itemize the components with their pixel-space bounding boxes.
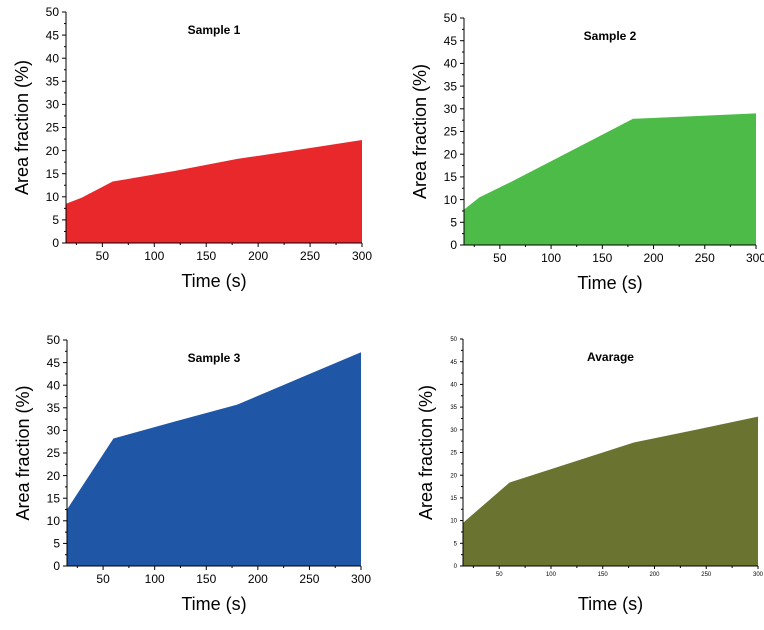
x-tick-label: 50	[96, 572, 110, 586]
y-tick-label: 0	[454, 564, 458, 570]
x-tick-label: 300	[746, 251, 764, 265]
y-tick-label: 15	[450, 496, 457, 502]
x-tick-label: 50	[493, 251, 507, 265]
y-tick-label: 45	[450, 360, 457, 366]
area-series	[67, 352, 361, 566]
y-tick-label: 25	[46, 121, 60, 135]
x-tick-label: 100	[145, 572, 165, 586]
y-tick-label: 0	[52, 236, 59, 250]
y-tick-label: 15	[47, 491, 61, 505]
x-tick-label: 150	[592, 251, 612, 265]
y-tick-label: 10	[444, 193, 458, 207]
y-tick-label: 5	[52, 213, 59, 227]
y-axis-label: Area fraction (%)	[12, 60, 32, 195]
y-tick-label: 35	[444, 79, 458, 93]
y-tick-label: 50	[47, 333, 61, 347]
y-axis-label: Area fraction (%)	[13, 385, 33, 520]
x-tick-label: 300	[352, 249, 372, 263]
x-tick-label: 300	[351, 572, 371, 586]
y-tick-label: 30	[444, 102, 458, 116]
y-tick-label: 50	[46, 5, 60, 19]
x-tick-label: 150	[598, 572, 609, 578]
y-tick-label: 40	[450, 383, 457, 389]
y-tick-label: 40	[444, 57, 458, 71]
area-series	[463, 417, 758, 566]
y-tick-label: 35	[46, 75, 60, 89]
y-tick-label: 40	[46, 51, 60, 65]
x-tick-label: 250	[701, 572, 712, 578]
x-tick-label: 250	[695, 251, 715, 265]
y-tick-label: 45	[47, 356, 61, 370]
y-tick-label: 30	[47, 424, 61, 438]
x-axis-label: Time (s)	[181, 594, 246, 614]
area-series	[464, 113, 756, 245]
y-tick-label: 50	[444, 11, 458, 25]
x-axis-label: Time (s)	[181, 271, 246, 291]
y-axis-label: Area fraction (%)	[416, 385, 436, 520]
y-tick-label: 25	[450, 451, 457, 457]
area-series	[66, 140, 362, 243]
y-tick-label: 45	[444, 34, 458, 48]
y-tick-label: 10	[450, 519, 457, 525]
chart-panel-4: 0 5 10 15 20 25 30 35 40 45 50 50 100 150 200 250 300 Ava…	[416, 337, 764, 614]
y-tick-label: 5	[450, 216, 457, 230]
y-tick-label: 0	[450, 238, 457, 252]
x-tick-label: 100	[144, 249, 164, 263]
x-tick-label: 250	[299, 572, 319, 586]
y-tick-label: 10	[46, 190, 60, 204]
chart-panel-2: 0 5 10 15 20 25 30 35 40 45 50 50 100 150 200 250 300 Sam…	[410, 11, 764, 293]
chart-title: Sample 2	[584, 29, 637, 43]
y-tick-label: 20	[46, 144, 60, 158]
y-tick-label: 20	[47, 469, 61, 483]
chart-panel-1: 0 5 10 15 20 25 30 35 40 45 50 50 100 150 200 250 300 Sam…	[12, 5, 372, 291]
x-tick-label: 200	[644, 251, 664, 265]
x-tick-label: 50	[96, 249, 110, 263]
chart-title: Avarage	[587, 350, 634, 364]
x-tick-label: 50	[496, 572, 503, 578]
y-tick-label: 30	[450, 428, 457, 434]
x-tick-label: 200	[649, 572, 660, 578]
y-tick-label: 45	[46, 28, 60, 42]
y-tick-label: 20	[444, 147, 458, 161]
x-axis-label: Time (s)	[577, 273, 642, 293]
y-tick-label: 5	[53, 537, 60, 551]
x-tick-label: 150	[196, 572, 216, 586]
x-tick-label: 150	[196, 249, 216, 263]
x-tick-label: 250	[300, 249, 320, 263]
chart-panel-3: 0 5 10 15 20 25 30 35 40 45 50 50 100 150 200 250 300 Sam…	[13, 333, 371, 614]
y-tick-label: 25	[47, 446, 61, 460]
x-tick-label: 300	[753, 572, 764, 578]
y-tick-label: 35	[450, 405, 457, 411]
chart-title: Sample 1	[188, 23, 241, 37]
y-tick-label: 30	[46, 98, 60, 112]
y-tick-label: 40	[47, 378, 61, 392]
x-tick-label: 200	[248, 249, 268, 263]
x-axis-label: Time (s)	[578, 594, 643, 614]
y-tick-label: 5	[454, 541, 458, 547]
x-tick-label: 100	[541, 251, 561, 265]
x-tick-label: 200	[248, 572, 268, 586]
y-tick-label: 0	[53, 559, 60, 573]
y-tick-label: 25	[444, 125, 458, 139]
y-tick-label: 10	[47, 514, 61, 528]
y-axis-label: Area fraction (%)	[410, 64, 430, 199]
y-tick-label: 15	[46, 167, 60, 181]
y-tick-label: 50	[450, 337, 457, 343]
y-tick-label: 15	[444, 170, 458, 184]
y-tick-label: 35	[47, 401, 61, 415]
y-tick-label: 20	[450, 473, 457, 479]
x-tick-label: 100	[546, 572, 557, 578]
chart-title: Sample 3	[188, 351, 241, 365]
